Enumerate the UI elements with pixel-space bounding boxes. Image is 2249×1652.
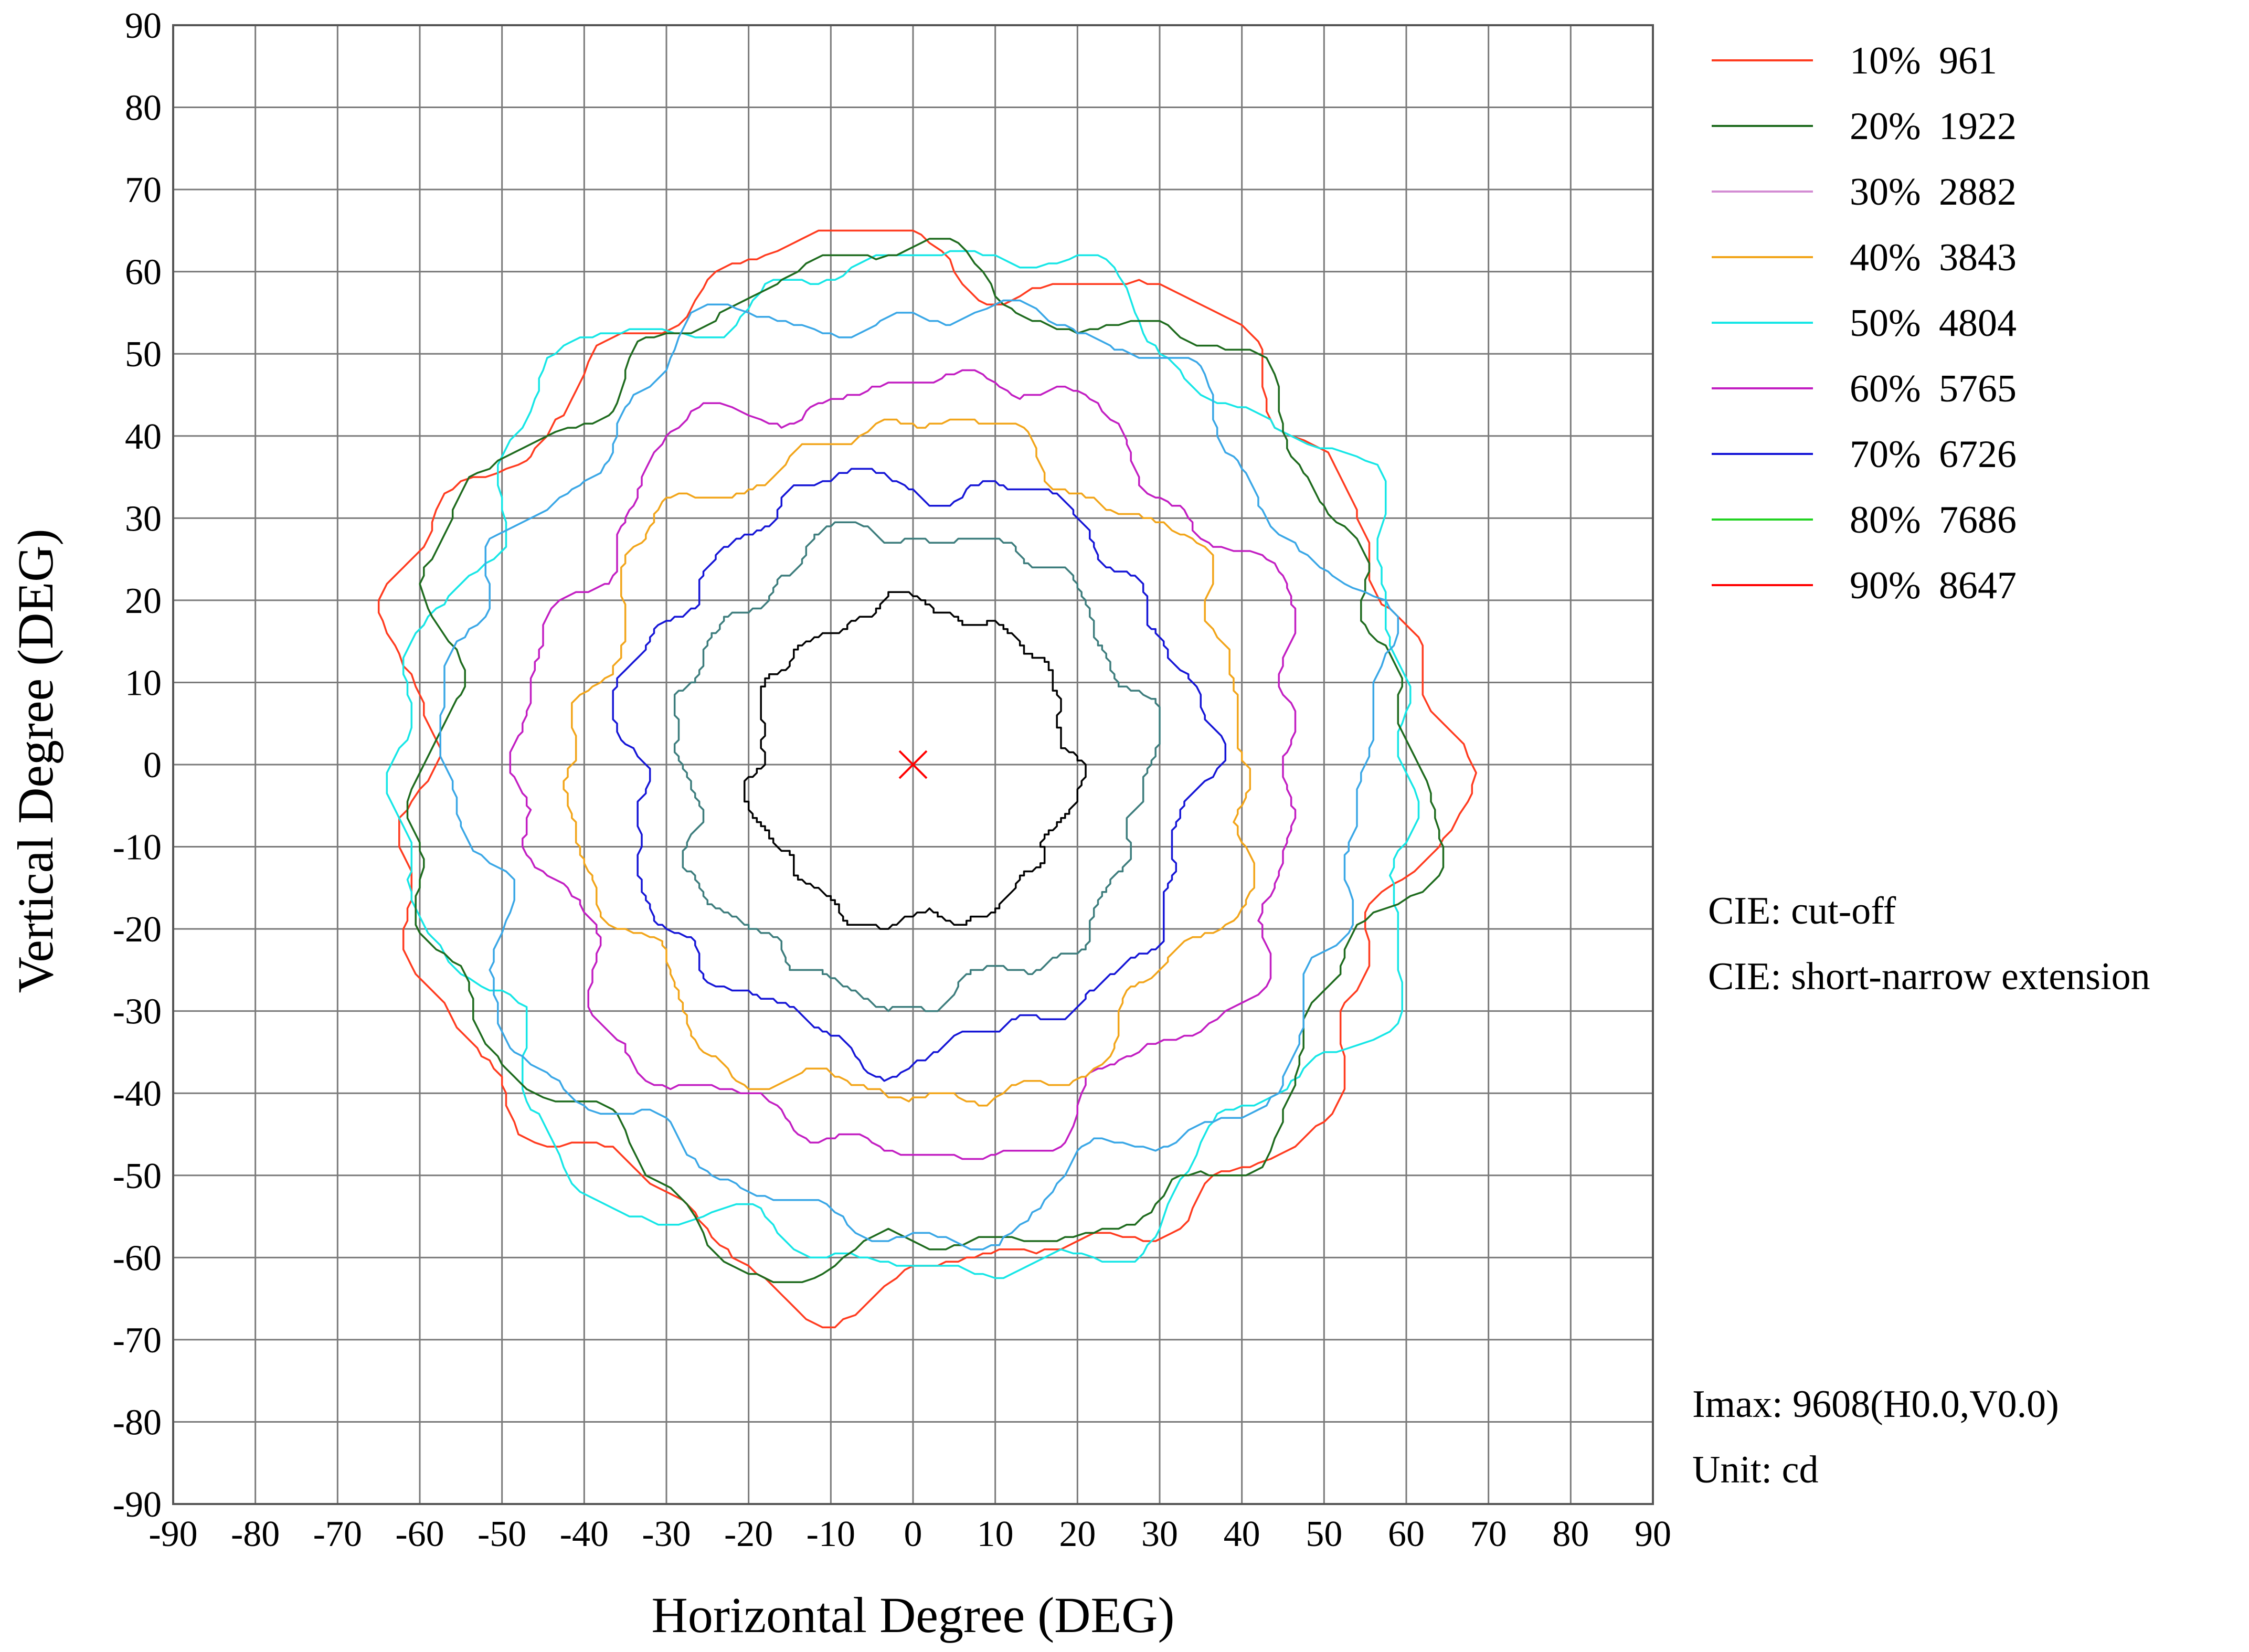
y-tick-label: 70 <box>125 170 162 210</box>
legend-percent: 60% <box>1850 367 1921 410</box>
legend-value: 2882 <box>1939 171 2017 214</box>
isocandela-contour <box>744 591 1087 930</box>
y-tick-label: 80 <box>125 88 162 129</box>
legend-value: 1922 <box>1939 105 2017 148</box>
x-tick-label: -60 <box>395 1514 444 1554</box>
plot-frame <box>172 24 1654 1505</box>
y-tick-label: -90 <box>113 1485 162 1525</box>
legend-percent: 30% <box>1850 171 1921 214</box>
isocandela-contour <box>386 250 1420 1279</box>
x-tick-label: -80 <box>231 1514 280 1554</box>
y-tick-label: 60 <box>125 252 162 293</box>
x-tick-label: 40 <box>1224 1514 1260 1554</box>
legend-percent: 90% <box>1850 564 1921 607</box>
contours <box>377 229 1477 1329</box>
x-tick-label: -70 <box>313 1514 362 1554</box>
x-tick-label: -90 <box>148 1514 197 1554</box>
x-tick-label: 50 <box>1306 1514 1342 1554</box>
y-tick-label: -60 <box>113 1238 162 1278</box>
center-marker <box>898 750 928 779</box>
legend-value: 5765 <box>1939 367 2017 410</box>
y-tick-label: 0 <box>143 745 162 786</box>
legend-percent: 70% <box>1850 433 1921 476</box>
legend-value: 3843 <box>1939 236 2017 279</box>
grid <box>172 24 1654 1505</box>
x-tick-label: 80 <box>1552 1514 1589 1554</box>
legend-percent: 10% <box>1850 39 1921 82</box>
imax-label: Imax: 9608(H0.0,V0.0) <box>1692 1383 2059 1426</box>
y-tick-label: 90 <box>125 6 162 46</box>
isocandela-contour <box>563 418 1255 1107</box>
x-tick-label: 20 <box>1059 1514 1096 1554</box>
y-tick-label: 50 <box>125 334 162 375</box>
isocandela-contour <box>377 229 1477 1329</box>
legend-value: 4804 <box>1939 302 2017 345</box>
isocandela-contour <box>406 238 1445 1284</box>
y-tick-label: 30 <box>125 499 162 539</box>
x-tick-label: 60 <box>1388 1514 1425 1554</box>
x-tick-label: -50 <box>478 1514 526 1554</box>
legend-value: 961 <box>1939 39 1997 82</box>
legend-value: 6726 <box>1939 433 2017 476</box>
y-tick-label: -30 <box>113 992 162 1032</box>
y-tick-label: -40 <box>113 1074 162 1114</box>
x-tick-label: 0 <box>904 1514 922 1554</box>
y-axis-title: Vertical Degree (DEG) <box>7 529 63 993</box>
cie-extension-label: CIE: short-narrow extension <box>1708 955 2150 998</box>
y-tick-label: 40 <box>125 417 162 457</box>
y-tick-label: -80 <box>113 1402 162 1443</box>
x-tick-labels: -90 -80 -70 -60 -50 -40 -30 -20 -10 0 10 20 30 40 50 60… <box>148 1514 1671 1554</box>
unit-label: Unit: cd <box>1692 1448 1818 1491</box>
legend: 10% 961 20% 1922 30% 2882 40% 3843 50% 4804 60% 576… <box>1712 39 2017 607</box>
legend-percent: 40% <box>1850 236 1921 279</box>
legend-value: 8647 <box>1939 564 2017 607</box>
y-tick-label: -10 <box>113 828 162 868</box>
isocandela-contour <box>673 521 1161 1012</box>
center-marker-stroke <box>898 750 928 779</box>
x-tick-label: 90 <box>1635 1514 1671 1554</box>
x-tick-label: -20 <box>724 1514 773 1554</box>
legend-value: 7686 <box>1939 499 2017 542</box>
cie-cutoff-label: CIE: cut-off <box>1708 889 1896 933</box>
legend-percent: 80% <box>1850 499 1921 542</box>
x-tick-label: -30 <box>642 1514 691 1554</box>
x-tick-label: -10 <box>807 1514 855 1554</box>
y-tick-label: -70 <box>113 1320 162 1361</box>
y-tick-label: -50 <box>113 1156 162 1196</box>
y-tick-label: -20 <box>113 909 162 950</box>
legend-percent: 50% <box>1850 302 1921 345</box>
isocandela-contour <box>439 299 1399 1251</box>
y-tick-labels: 90 80 70 60 50 40 30 20 10 0 -10 -20 -30 -40 -50 -60 -70… <box>113 6 162 1525</box>
y-tick-label: 10 <box>125 663 162 703</box>
x-tick-label: -40 <box>560 1514 609 1554</box>
y-tick-label: 20 <box>125 581 162 621</box>
isocandela-contour <box>612 468 1227 1082</box>
x-tick-label: 70 <box>1470 1514 1507 1554</box>
x-axis-title: Horizontal Degree (DEG) <box>652 1587 1175 1643</box>
x-tick-label: 30 <box>1141 1514 1178 1554</box>
legend-percent: 20% <box>1850 105 1921 148</box>
x-tick-label: 10 <box>977 1514 1014 1554</box>
